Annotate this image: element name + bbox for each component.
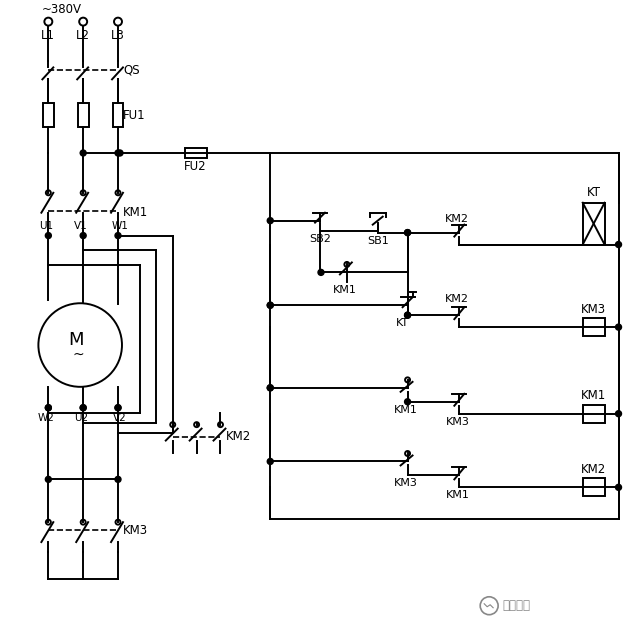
Circle shape — [115, 404, 121, 411]
Circle shape — [616, 324, 621, 330]
Circle shape — [45, 476, 51, 482]
Bar — [582, 404, 605, 423]
Bar — [582, 318, 605, 336]
Circle shape — [268, 302, 273, 308]
Circle shape — [80, 233, 86, 238]
Text: W2: W2 — [38, 413, 55, 423]
Text: L3: L3 — [111, 29, 125, 42]
Circle shape — [268, 458, 273, 465]
Circle shape — [404, 399, 410, 404]
Text: V1: V1 — [74, 221, 88, 231]
Text: KM1: KM1 — [394, 404, 417, 415]
Text: 技成培训: 技成培训 — [502, 599, 530, 612]
Text: V2: V2 — [113, 413, 127, 423]
Text: L2: L2 — [76, 29, 90, 42]
Circle shape — [404, 230, 410, 236]
Circle shape — [268, 385, 273, 391]
Text: KM3: KM3 — [123, 524, 148, 536]
Text: FU2: FU2 — [184, 160, 207, 174]
Text: L1: L1 — [42, 29, 55, 42]
Circle shape — [616, 411, 621, 417]
Text: KM1: KM1 — [445, 490, 469, 500]
Text: M: M — [68, 331, 84, 349]
Bar — [582, 479, 605, 496]
Text: KM2: KM2 — [445, 214, 469, 224]
Circle shape — [45, 404, 51, 411]
Circle shape — [45, 233, 51, 238]
Text: QS: QS — [123, 64, 140, 77]
Text: KM2: KM2 — [445, 294, 469, 304]
Circle shape — [115, 150, 121, 156]
Text: ~380V: ~380V — [42, 3, 81, 16]
Text: SB2: SB2 — [309, 233, 331, 243]
Text: KT: KT — [587, 186, 601, 199]
Bar — [582, 203, 605, 245]
Text: KM2: KM2 — [581, 463, 606, 476]
Text: KM1: KM1 — [123, 206, 148, 219]
Text: ~: ~ — [72, 348, 84, 362]
Circle shape — [80, 150, 86, 156]
Text: SB1: SB1 — [367, 236, 388, 245]
Circle shape — [268, 302, 273, 308]
Circle shape — [404, 312, 410, 318]
Text: KM3: KM3 — [581, 302, 606, 316]
Circle shape — [318, 269, 324, 275]
Circle shape — [268, 217, 273, 224]
Text: KM1: KM1 — [581, 389, 606, 403]
Text: KM3: KM3 — [445, 417, 469, 427]
Circle shape — [616, 242, 621, 247]
Circle shape — [115, 476, 121, 482]
Bar — [77, 103, 89, 127]
Circle shape — [80, 404, 86, 411]
Bar — [113, 103, 124, 127]
Text: U2: U2 — [74, 413, 88, 423]
Circle shape — [404, 312, 410, 318]
Circle shape — [268, 385, 273, 391]
Bar — [43, 103, 54, 127]
Text: U1: U1 — [39, 221, 53, 231]
Circle shape — [115, 233, 121, 238]
Circle shape — [404, 230, 410, 236]
Circle shape — [616, 484, 621, 490]
Circle shape — [117, 150, 123, 156]
Text: FU1: FU1 — [123, 108, 145, 122]
Text: KM2: KM2 — [225, 430, 251, 443]
Text: W1: W1 — [111, 221, 129, 231]
Text: KT: KT — [396, 318, 409, 328]
Circle shape — [115, 404, 121, 411]
Text: KM3: KM3 — [394, 478, 417, 488]
Circle shape — [45, 404, 51, 411]
Text: KM1: KM1 — [333, 285, 357, 295]
Circle shape — [80, 404, 86, 411]
Bar — [185, 148, 207, 158]
